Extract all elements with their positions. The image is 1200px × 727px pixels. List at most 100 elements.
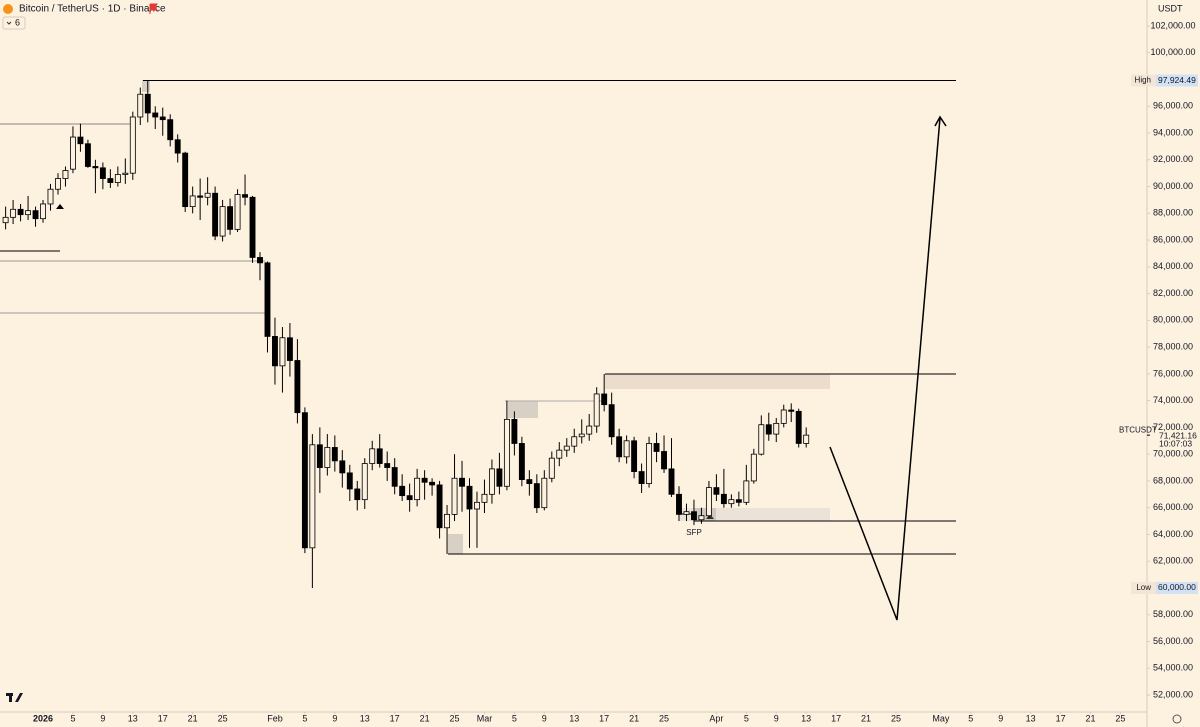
candle-body — [489, 468, 495, 495]
x-tick-label: 9 — [774, 713, 779, 723]
countdown: 10:07:03 — [1159, 438, 1192, 448]
x-tick-label: 17 — [1056, 713, 1066, 723]
price-tag-bg — [1156, 74, 1198, 87]
candle-body — [773, 422, 780, 435]
candle-body — [518, 443, 525, 480]
x-tick-label: 5 — [302, 713, 307, 723]
candle-body — [586, 425, 593, 435]
y-tick-label: 62,000.00 — [1153, 556, 1193, 566]
x-tick-label: 17 — [599, 713, 609, 723]
candle-body — [578, 433, 585, 438]
candle-body — [758, 424, 765, 455]
y-tick-label: 54,000.00 — [1153, 663, 1193, 673]
y-tick-label: 96,000.00 — [1153, 101, 1193, 111]
candle-body — [152, 112, 159, 118]
y-tick-label: 70,000.00 — [1153, 449, 1193, 459]
candle-body — [720, 493, 727, 505]
candle-body — [182, 152, 189, 208]
candle-body — [286, 337, 293, 361]
y-tick-label: 66,000.00 — [1153, 502, 1193, 512]
zone — [680, 508, 830, 521]
zone — [142, 80, 150, 92]
candle-body — [526, 479, 533, 485]
candle-body — [242, 194, 248, 198]
y-tick-label: 102,000.00 — [1150, 20, 1195, 30]
candle-body — [503, 418, 510, 487]
candle-body — [765, 424, 772, 435]
candle-body — [556, 449, 563, 459]
projection-arrow — [829, 117, 941, 621]
candle-body — [735, 499, 742, 503]
candle-body — [631, 440, 638, 472]
y-tick-label: 84,000.00 — [1153, 261, 1193, 271]
candle-body — [713, 487, 720, 495]
candle-body — [257, 257, 263, 264]
x-tick-label: 13 — [1026, 713, 1036, 723]
x-tick-label: May — [932, 713, 950, 723]
candle-body — [391, 467, 398, 487]
candle-body — [646, 443, 653, 485]
candle-body — [661, 451, 667, 470]
x-tick-label: 5 — [70, 713, 75, 723]
candle-body — [324, 447, 331, 468]
price-tag-bg — [1156, 581, 1198, 594]
price-tag-name-bg — [1131, 581, 1156, 594]
x-tick-label: Mar — [477, 713, 493, 723]
settings-icon[interactable] — [1172, 714, 1182, 724]
annotation: SFP — [686, 528, 702, 537]
zone — [508, 401, 538, 418]
candle-body — [780, 409, 787, 424]
candle-body — [249, 196, 256, 258]
x-tick-label: 25 — [659, 713, 669, 723]
candle-body — [414, 477, 421, 501]
indicator-toggle[interactable] — [2, 16, 26, 30]
candle-body — [563, 445, 570, 451]
candle-body — [99, 167, 106, 179]
candle-body — [47, 188, 54, 205]
x-tick-label: 25 — [891, 713, 901, 723]
candle-body — [384, 463, 391, 468]
y-tick-label: 68,000.00 — [1153, 475, 1193, 485]
candle-body — [728, 499, 735, 505]
candle-body — [795, 410, 802, 444]
candle-body — [294, 360, 301, 414]
candle-body — [144, 93, 151, 114]
candle-body — [691, 511, 697, 521]
candle-body — [309, 444, 316, 549]
candle-body — [623, 440, 630, 458]
arrow-head — [934, 115, 947, 127]
candle-body — [70, 136, 76, 170]
candle-body — [92, 166, 99, 169]
x-tick-label: 5 — [744, 713, 749, 723]
candle-body — [10, 208, 17, 218]
candle-body — [668, 468, 675, 495]
candle-body — [174, 139, 181, 154]
y-tick-label: 64,000.00 — [1153, 529, 1193, 539]
candle-body — [137, 93, 144, 118]
y-tick-label: 76,000.00 — [1153, 368, 1193, 378]
candle-body — [541, 477, 548, 509]
candle-body — [25, 210, 32, 216]
x-tick-label: 13 — [360, 713, 370, 723]
x-tick-label: Apr — [709, 713, 723, 723]
x-tick-label: 9 — [332, 713, 337, 723]
symbol-logo — [3, 4, 13, 14]
candle-body — [107, 178, 114, 183]
x-tick-label: 5 — [512, 713, 517, 723]
zone — [605, 374, 830, 389]
x-tick-label: 9 — [998, 713, 1003, 723]
candle-body — [743, 480, 750, 503]
x-tick-label: 21 — [629, 713, 639, 723]
chevron — [6, 21, 12, 25]
candle-body — [84, 143, 91, 167]
candle-body — [197, 195, 204, 198]
symbol-title: Bitcoin / TetherUS · 1D · Binance — [19, 4, 166, 15]
candle-body — [548, 457, 555, 479]
x-tick-label: 9 — [542, 713, 547, 723]
candle-body — [331, 447, 338, 462]
candle-body — [189, 195, 196, 208]
candle-body — [122, 172, 129, 175]
flag[interactable] — [149, 3, 158, 14]
y-tick-label: 82,000.00 — [1153, 288, 1193, 298]
x-tick-label: 21 — [420, 713, 430, 723]
